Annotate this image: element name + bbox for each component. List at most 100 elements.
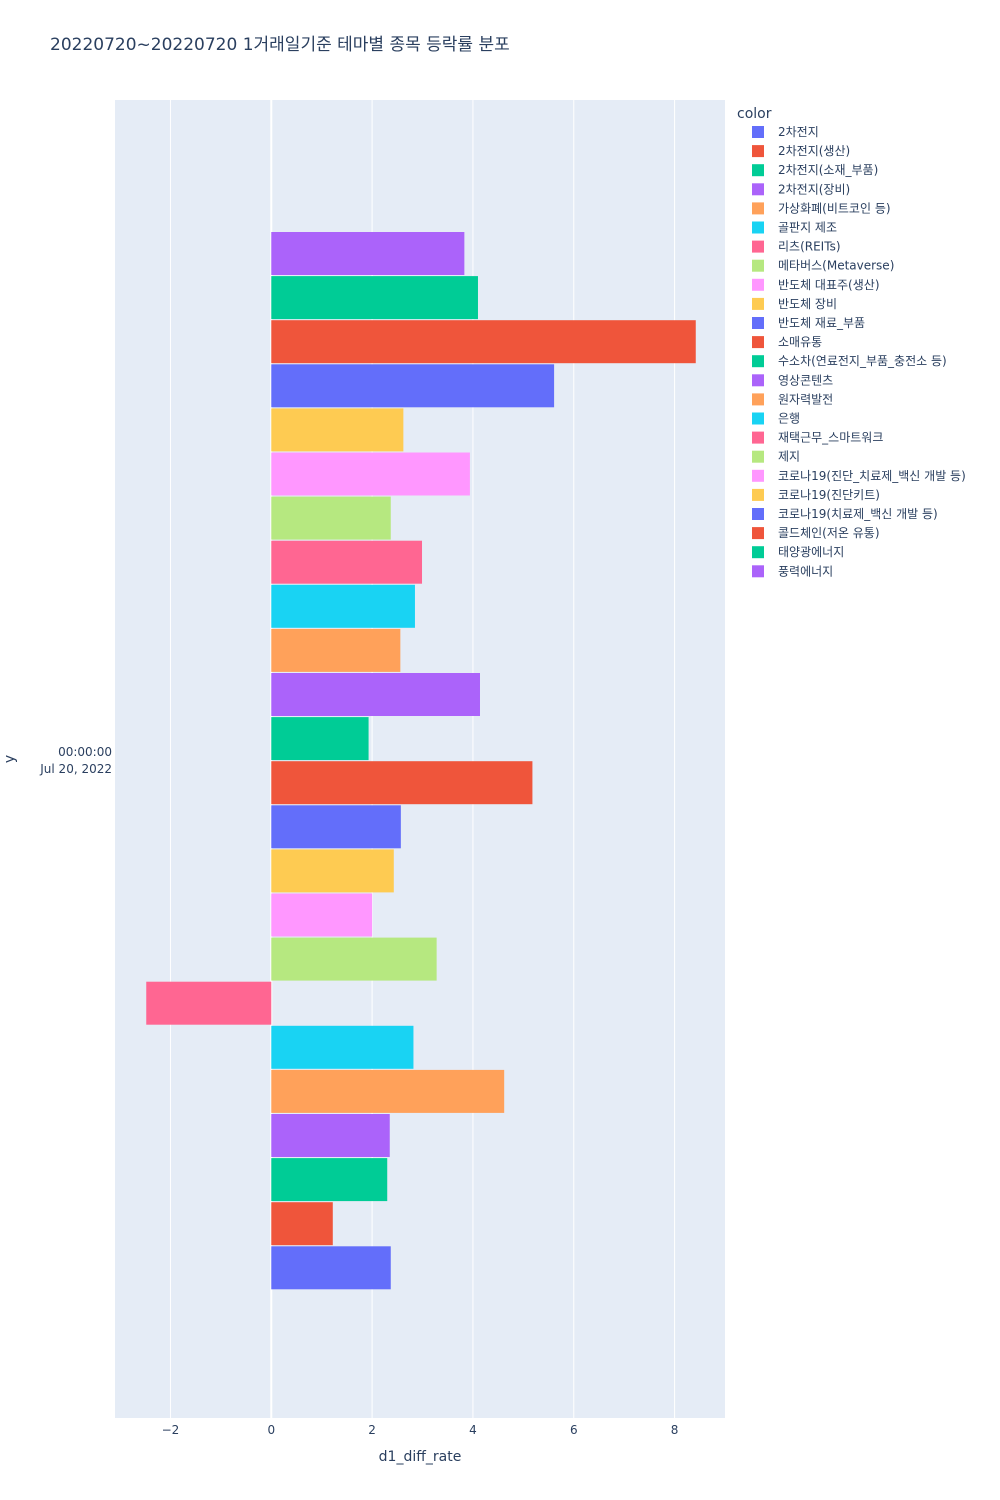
legend-swatch: [752, 164, 764, 177]
bar[interactable]: [271, 893, 373, 937]
legend-swatch: [752, 336, 764, 349]
bar[interactable]: [271, 628, 401, 672]
legend-swatch: [752, 527, 764, 540]
legend-item[interactable]: 골판지 제조: [752, 221, 837, 235]
x-tick-label: −2: [162, 1423, 180, 1437]
legend-item[interactable]: 반도체 재료_부품: [752, 316, 865, 330]
x-tick-label: 6: [570, 1423, 578, 1437]
bar[interactable]: [271, 276, 478, 320]
bar[interactable]: [271, 805, 401, 849]
x-tick-label: 0: [267, 1423, 275, 1437]
legend-label: 코로나19(치료제_백신 개발 등): [778, 507, 938, 521]
x-tick-label: 8: [671, 1423, 679, 1437]
legend-swatch: [752, 221, 764, 234]
legend-label: 소매유통: [778, 335, 822, 349]
legend-swatch: [752, 355, 764, 368]
bar[interactable]: [271, 584, 415, 628]
legend-label: 풍력에너지: [778, 564, 833, 578]
x-tick-label: 4: [469, 1423, 477, 1437]
legend-item[interactable]: 수소차(연료전지_부품_충전소 등): [752, 354, 947, 368]
legend-swatch: [752, 317, 764, 329]
legend-swatch: [752, 508, 764, 520]
legend-item[interactable]: 재택근무_스마트워크: [752, 431, 883, 445]
legend-label: 은행: [778, 411, 800, 426]
legend-item[interactable]: 2차전지(소재_부품): [752, 163, 878, 177]
bar[interactable]: [271, 937, 437, 981]
bar[interactable]: [271, 1246, 391, 1290]
legend[interactable]: 2차전지 2차전지(생산) 2차전지(소재_부품) 2차전지(장비) 가상화폐(비트코인…: [752, 125, 966, 578]
legend-title: color: [737, 106, 772, 122]
legend-item[interactable]: 소매유통: [752, 335, 822, 349]
legend-swatch: [752, 202, 764, 215]
bar[interactable]: [271, 496, 391, 540]
y-tick-date: Jul 20, 2022: [39, 762, 112, 776]
x-tick-label: 2: [368, 1423, 376, 1437]
bar[interactable]: [271, 761, 533, 805]
legend-label: 반도체 재료_부품: [778, 316, 865, 330]
legend-label: 원자력발전: [778, 392, 833, 406]
legend-item[interactable]: 가상화폐(비트코인 등): [752, 201, 891, 215]
legend-item[interactable]: 코로나19(진단키트): [752, 488, 880, 502]
bar[interactable]: [271, 1158, 388, 1202]
legend-swatch: [752, 431, 764, 444]
bar[interactable]: [271, 320, 696, 364]
bar[interactable]: [271, 717, 369, 761]
chart-title: 20220720~20220720 1거래일기준 테마별 종목 등락률 분포: [50, 35, 510, 55]
bar[interactable]: [271, 849, 394, 893]
legend-swatch: [752, 546, 764, 559]
legend-label: 코로나19(진단_치료제_백신 개발 등): [778, 469, 966, 483]
legend-item[interactable]: 반도체 대표주(생산): [752, 278, 880, 292]
legend-item[interactable]: 원자력발전: [752, 392, 833, 406]
bar[interactable]: [271, 1114, 390, 1157]
legend-item[interactable]: 코로나19(치료제_백신 개발 등): [752, 507, 938, 521]
legend-item[interactable]: 리츠(REITs): [752, 240, 841, 254]
legend-item[interactable]: 2차전지(생산): [752, 144, 850, 158]
legend-label: 코로나19(진단키트): [778, 488, 880, 502]
bar[interactable]: [146, 981, 272, 1025]
legend-swatch: [752, 374, 764, 387]
legend-swatch: [752, 126, 764, 138]
bar[interactable]: [271, 673, 480, 716]
legend-swatch: [752, 240, 764, 253]
legend-swatch: [752, 278, 764, 291]
legend-label: 수소차(연료전지_부품_충전소 등): [778, 354, 947, 368]
legend-label: 2차전지(소재_부품): [778, 163, 878, 177]
bar[interactable]: [271, 1069, 505, 1113]
legend-item[interactable]: 메타버스(Metaverse): [752, 259, 894, 273]
legend-swatch: [752, 259, 764, 272]
legend-item[interactable]: 2차전지: [752, 125, 819, 139]
legend-swatch: [752, 450, 764, 463]
legend-label: 태양광에너지: [778, 545, 844, 559]
legend-label: 반도체 장비: [778, 297, 837, 311]
legend-item[interactable]: 코로나19(진단_치료제_백신 개발 등): [752, 469, 966, 483]
legend-label: 메타버스(Metaverse): [778, 259, 894, 273]
legend-item[interactable]: 풍력에너지: [752, 564, 833, 578]
legend-swatch: [752, 183, 764, 196]
legend-label: 영상콘텐츠: [778, 373, 833, 387]
bar[interactable]: [271, 364, 555, 408]
legend-item[interactable]: 태양광에너지: [752, 545, 844, 559]
x-axis-title: d1_diff_rate: [379, 1449, 462, 1465]
bar[interactable]: [271, 232, 465, 275]
legend-label: 제지: [778, 450, 800, 464]
legend-label: 2차전지(생산): [778, 144, 850, 158]
y-axis-title: y: [2, 755, 18, 763]
bar[interactable]: [271, 452, 470, 496]
bar[interactable]: [271, 1202, 333, 1246]
legend-item[interactable]: 콜드체인(저온 유통): [752, 526, 880, 540]
bar[interactable]: [271, 408, 404, 452]
legend-item[interactable]: 2차전지(장비): [752, 182, 850, 196]
legend-swatch: [752, 393, 764, 406]
legend-item[interactable]: 제지: [752, 450, 800, 464]
legend-swatch: [752, 297, 764, 310]
legend-item[interactable]: 영상콘텐츠: [752, 373, 833, 387]
legend-item[interactable]: 반도체 장비: [752, 297, 837, 311]
bar[interactable]: [271, 1025, 414, 1069]
bar[interactable]: [271, 540, 423, 584]
legend-swatch: [752, 469, 764, 482]
bars[interactable]: [146, 232, 696, 1290]
y-tick-time: 00:00:00: [58, 745, 112, 759]
legend-item[interactable]: 은행: [752, 411, 800, 426]
legend-label: 콜드체인(저온 유통): [778, 526, 880, 540]
